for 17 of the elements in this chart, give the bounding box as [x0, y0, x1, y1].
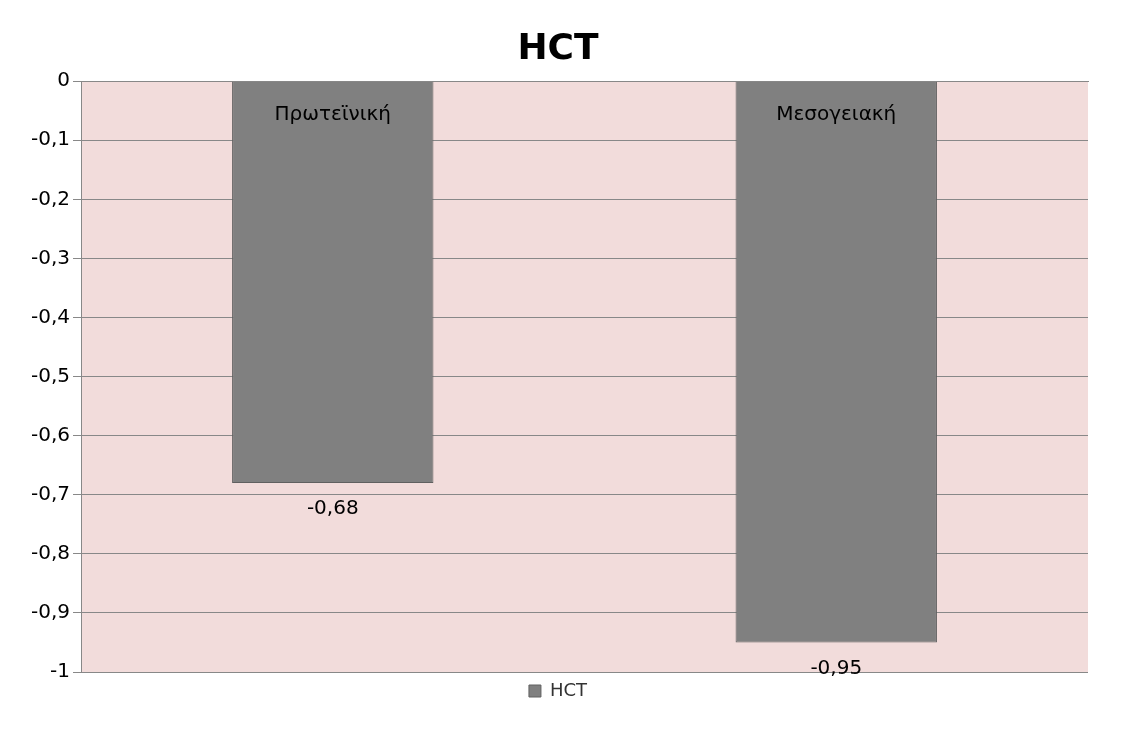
y-tick-label: -0,6: [30, 421, 71, 446]
y-tick-label: 0: [57, 67, 71, 92]
data-label: -0,95: [810, 654, 863, 679]
y-tick-label: -0,4: [30, 303, 71, 328]
chart-title: HCT: [517, 25, 599, 67]
y-tick-label: -0,2: [30, 185, 71, 210]
y-tick-label: -0,8: [30, 540, 71, 565]
y-tick-label: -1: [50, 658, 71, 683]
y-tick-label: -0,1: [30, 126, 71, 151]
y-tick-label: -0,5: [30, 362, 71, 387]
y-tick-label: -0,9: [30, 599, 71, 624]
x-tick-label: Πρωτεϊνική: [274, 101, 392, 126]
y-tick-label: -0,7: [30, 480, 71, 505]
legend-label: HCT: [549, 678, 589, 700]
data-label: -0,68: [306, 495, 359, 520]
x-tick-label: Μεσογειακή: [776, 101, 897, 126]
y-tick-label: -0,3: [30, 244, 71, 269]
